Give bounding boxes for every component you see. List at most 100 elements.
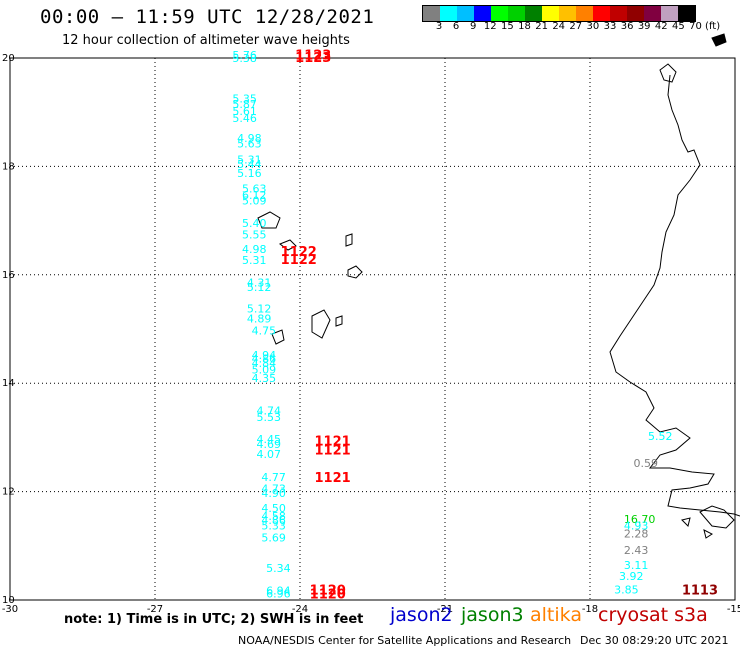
time-label: 1120 (310, 584, 346, 599)
swh-label: 3.92 (619, 570, 644, 583)
page-subtitle: 12 hour collection of altimeter wave hei… (62, 33, 350, 48)
footer-credit: NOAA/NESDIS Center for Satellite Applica… (238, 634, 572, 647)
island-sao-nicolau (345, 233, 353, 247)
x-tick-label: -24 (292, 604, 308, 615)
colorbar-legend (422, 5, 696, 22)
swh-label: 2.28 (624, 528, 649, 541)
swh-label: 5.69 (261, 531, 286, 544)
colorbar-label: 21 (535, 21, 548, 32)
swh-label: 4.45 (257, 433, 282, 446)
colorbar-label: 27 (569, 21, 583, 32)
swh-label: 4.94 (252, 349, 277, 362)
swh-label: 5.38 (232, 52, 256, 65)
page-title: 00:00 – 11:59 UTC 12/28/2021 (40, 6, 375, 28)
colorbar-swatch (525, 6, 542, 21)
swh-label: 5.35 (232, 92, 256, 105)
colorbar-label: 36 (620, 21, 634, 32)
y-tick-label: 18 (2, 161, 15, 172)
swh-label: 4.98 (237, 132, 262, 145)
colorbar-swatch (457, 6, 474, 21)
x-tick-label: -15 (727, 604, 740, 615)
colorbar-label: 39 (637, 21, 651, 32)
time-label: 1123 (295, 49, 331, 64)
swh-label: 4.86 (261, 514, 286, 527)
swh-label: 6.94 (266, 585, 291, 598)
swh-label: 4.93 (624, 520, 649, 533)
swh-label: 4.89 (247, 312, 271, 325)
swh-label: 5.87 (232, 98, 256, 111)
swh-label: 5.12 (247, 281, 271, 294)
swh-label: 5.09 (252, 363, 277, 376)
colorbar-label: 30 (586, 21, 600, 32)
swh-label: 4.90 (261, 487, 286, 500)
island-sal (347, 265, 363, 279)
colorbar-swatch (559, 6, 576, 21)
axis-labels: -30 -27 -24 -21 -18 -15 10 12 14 16 18 20 (2, 53, 740, 615)
swh-label: 5.31 (237, 154, 262, 167)
x-tick-label: -27 (147, 604, 163, 615)
swh-label: 6.96 (266, 587, 291, 600)
swh-label: 5.40 (242, 217, 267, 230)
map-frame (9, 57, 736, 601)
swh-label: 4.75 (252, 324, 277, 337)
swh-label: 0.59 (634, 457, 659, 470)
colorbar-label: 45 (672, 21, 685, 32)
colorbar-swatch (440, 6, 457, 21)
swh-label: 4.84 (252, 357, 277, 370)
colorbar-swatch (644, 6, 661, 21)
swh-label: 5.44 (237, 158, 262, 171)
colorbar-label: 3 (435, 21, 443, 32)
swh-label: 5.55 (242, 228, 267, 241)
coastline-island-top (711, 33, 727, 47)
colorbar-swatch (542, 6, 559, 21)
colorbar-swatch (627, 6, 644, 21)
swh-label: 2.43 (624, 544, 649, 557)
coast-archipelago (699, 505, 735, 529)
swh-labels: 5.765.385.355.875.615.464.985.635.315.44… (232, 49, 672, 600)
colorbar-label: 18 (518, 21, 531, 32)
footer-timestamp: Dec 30 08:29:20 UTC 2021 (580, 634, 729, 647)
time-label: 1120 (310, 587, 346, 602)
coastline-africa-north (659, 63, 677, 83)
swh-label: 5.34 (266, 562, 291, 575)
swh-label: 6.12 (242, 189, 267, 202)
colorbar-swatch (423, 6, 440, 21)
swh-label: 4.77 (261, 471, 286, 484)
swh-label: 5.63 (237, 137, 262, 150)
satellite-name: jason2 (390, 604, 453, 626)
colorbar-swatch (593, 6, 610, 21)
swh-label: 5.63 (242, 182, 267, 195)
swh-label: 3.11 (624, 559, 649, 572)
swh-label: 5.33 (261, 520, 286, 533)
swh-label: 4.07 (257, 448, 282, 461)
swh-label: 4.50 (261, 502, 286, 515)
satellite-name: altika (530, 604, 582, 626)
map-grid (9, 57, 736, 601)
swh-label: 5.12 (247, 303, 271, 316)
satellite-name: jason3 (461, 604, 524, 626)
coastline-africa (609, 74, 740, 517)
colorbar-swatch (474, 6, 491, 21)
swh-label: 4.98 (242, 243, 267, 256)
time-label: 1113 (682, 584, 718, 599)
colorbar-swatch (491, 6, 508, 21)
colorbar-label: 42 (654, 21, 668, 32)
time-label: 1121 (315, 444, 351, 459)
swh-label: 4.86 (252, 353, 277, 366)
swh-label: 5.52 (648, 430, 673, 443)
island-sao-vicente (278, 239, 297, 251)
colorbar-swatch (576, 6, 593, 21)
swh-label: 3.85 (614, 583, 639, 596)
swh-label: 5.61 (232, 105, 256, 118)
colorbar-label: 6 (452, 21, 460, 32)
colorbar-label: 70 (689, 21, 702, 32)
swh-label: 4.58 (261, 510, 286, 523)
time-label: 1123 (295, 51, 331, 66)
colorbar-label: 33 (603, 21, 617, 32)
swh-label: 4.69 (257, 438, 282, 451)
footer-note: note: 1) Time is in UTC; 2) SWH is in fe… (64, 612, 364, 627)
x-tick-label: -18 (582, 604, 598, 615)
swh-label: 5.76 (232, 49, 256, 62)
